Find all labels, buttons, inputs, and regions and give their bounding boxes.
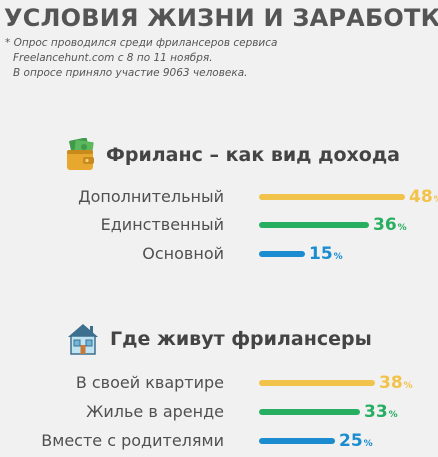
bar: [259, 380, 375, 386]
page-title: УСЛОВИЯ ЖИЗНИ И ЗАРАБОТКА: [4, 4, 438, 32]
income-section-title: Фриланс – как вид дохода: [106, 144, 401, 166]
survey-note-line: В опросе приняло участие 9063 человека.: [13, 67, 248, 79]
wallet-icon: [66, 138, 96, 172]
house-icon: [66, 322, 100, 356]
value-label: 33%: [364, 402, 398, 425]
percent-sign: %: [363, 439, 373, 449]
chart-row: Жилье в аренде 33%: [0, 401, 438, 423]
category-label: Вместе с родителями: [41, 431, 224, 450]
value-number: 15: [309, 244, 333, 264]
value-label: 48%: [409, 187, 438, 210]
value-label: 25%: [339, 431, 373, 454]
chart-row: В своей квартире 38%: [0, 372, 438, 394]
chart-row: Вместе с родителями 25%: [0, 430, 438, 452]
chart-row: Основной 15%: [0, 243, 438, 265]
bar: [259, 251, 305, 257]
bar: [259, 409, 360, 415]
category-label: Жилье в аренде: [86, 402, 224, 421]
value-number: 33: [364, 402, 388, 422]
value-number: 25: [339, 431, 363, 451]
income-section-header: Фриланс – как вид дохода: [66, 138, 400, 172]
value-number: 36: [373, 215, 397, 235]
survey-note-line: * Опрос проводился среди фрилансеров сер…: [5, 37, 278, 49]
percent-sign: %: [333, 252, 343, 262]
value-label: 15%: [309, 244, 343, 267]
survey-note: * Опрос проводился среди фрилансеров сер…: [5, 36, 277, 81]
value-number: 38: [379, 373, 403, 393]
bar: [259, 438, 335, 444]
bar: [259, 194, 405, 200]
percent-sign: %: [403, 381, 413, 391]
housing-section-header: Где живут фрилансеры: [66, 322, 372, 356]
value-number: 48: [409, 187, 433, 207]
percent-sign: %: [388, 410, 398, 420]
bar: [259, 222, 369, 228]
survey-note-line: Freelancehunt.com с 8 по 11 ноября.: [13, 52, 213, 64]
value-label: 38%: [379, 373, 413, 396]
category-label: Основной: [142, 244, 224, 263]
category-label: Дополнительный: [78, 187, 224, 206]
percent-sign: %: [397, 223, 407, 233]
category-label: В своей квартире: [75, 373, 224, 392]
housing-section-title: Где живут фрилансеры: [110, 328, 372, 350]
chart-row: Единственный 36%: [0, 214, 438, 236]
value-label: 36%: [373, 215, 407, 238]
category-label: Единственный: [100, 215, 224, 234]
chart-row: Дополнительный 48%: [0, 186, 438, 208]
percent-sign: %: [434, 195, 438, 205]
